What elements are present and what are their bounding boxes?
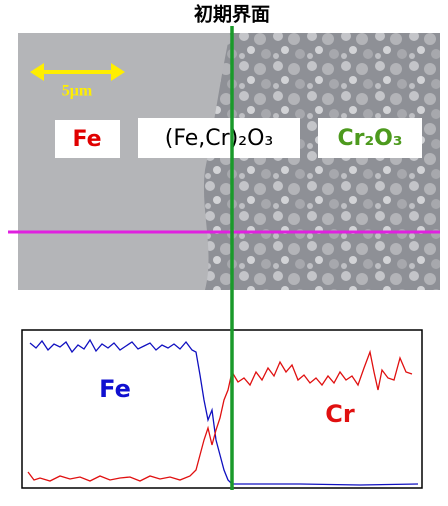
sem-image: 5μm Fe (Fe,Cr)₂O₃ Cr₂O₃: [18, 33, 440, 290]
region-label: (Fe,Cr)₂O₃: [165, 126, 274, 151]
metal-region: [18, 33, 230, 290]
region-label: Fe: [72, 127, 101, 152]
profile-label: Fe: [99, 375, 131, 403]
fe-profile: [29, 338, 419, 486]
profile-label: Cr: [325, 400, 355, 428]
title: 初期界面: [194, 3, 270, 26]
scale-label: 5μm: [62, 83, 93, 100]
region-label: Cr₂O₃: [338, 126, 403, 151]
arrow-head: [111, 63, 125, 81]
label-box: [55, 120, 120, 158]
label-box: [138, 118, 300, 158]
label-box: [318, 118, 422, 158]
arrow-head: [30, 63, 44, 81]
cr-profile: [27, 349, 413, 482]
